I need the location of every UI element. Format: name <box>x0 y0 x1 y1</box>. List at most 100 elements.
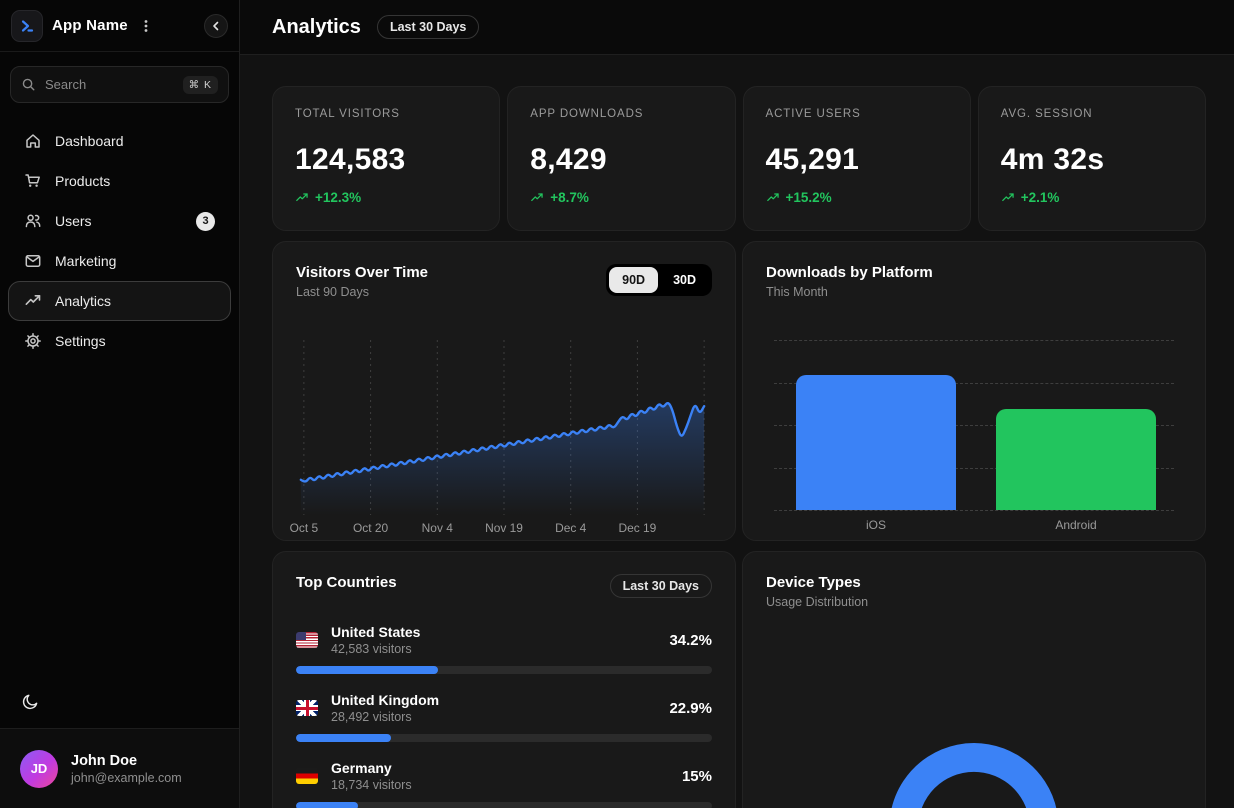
moon-icon <box>22 694 38 710</box>
sidebar-item-label: Dashboard <box>55 133 124 149</box>
svg-text:Dec 4: Dec 4 <box>555 521 587 535</box>
countries-list: United States 42,583 visitors 34.2% United … <box>273 598 735 808</box>
chart-title: Device Types <box>766 574 861 591</box>
device-types-card: Device Types Usage Distribution <box>742 551 1206 808</box>
sidebar-item-label: Marketing <box>55 253 117 269</box>
chart-title: Top Countries <box>296 574 397 591</box>
stat-card: TOTAL VISITORS 124,583 +12.3% <box>272 86 501 231</box>
gridline <box>774 467 1174 469</box>
progress-fill <box>296 734 392 742</box>
progress-track <box>296 666 712 674</box>
us-flag-icon <box>296 632 318 648</box>
search-box[interactable]: ⌘ K <box>10 66 229 103</box>
chart-subtitle: This Month <box>766 285 828 299</box>
stat-label: AVG. SESSION <box>1000 108 1093 120</box>
visitors-line-chart: Oct 5 Oct 20 Nov 4 Nov 19 Dec 4 Dec 19 <box>290 340 706 535</box>
sidebar-item-marketing[interactable]: Marketing <box>8 241 231 281</box>
uk-flag-icon <box>296 700 318 716</box>
country-row: United Kingdom 28,492 visitors 22.9% <box>296 692 712 742</box>
user-profile[interactable]: JD John Doe john@example.com <box>0 728 239 808</box>
visitors-chart-card: Visitors Over Time Last 90 Days 90D 30D O… <box>272 241 736 541</box>
progress-track <box>296 734 712 742</box>
sidebar-item-products[interactable]: Products <box>8 161 231 201</box>
search-input[interactable] <box>45 77 174 92</box>
sidebar-collapse-button[interactable] <box>204 13 228 38</box>
stat-value: 8,429 <box>530 143 607 176</box>
avatar: JD <box>20 749 58 788</box>
progress-fill <box>296 666 439 674</box>
kebab-menu-icon[interactable] <box>137 16 155 36</box>
gridline <box>774 340 1174 341</box>
svg-text:Dec 19: Dec 19 <box>618 521 656 535</box>
sidebar-item-users[interactable]: Users 3 <box>8 201 231 241</box>
svg-text:Oct 20: Oct 20 <box>353 521 389 535</box>
user-name: John Doe <box>71 752 138 769</box>
bar-android <box>996 409 1156 510</box>
country-visitors: 42,583 visitors <box>331 642 412 656</box>
gridline <box>774 510 1174 511</box>
sidebar-nav: Dashboard Products Users 3 Marketing Analytic… <box>0 121 239 361</box>
stat-trend: +2.1% <box>1001 190 1183 205</box>
terminal-prompt-icon <box>21 19 34 32</box>
range-option-90d[interactable]: 90D <box>609 267 659 293</box>
sidebar: App Name ⌘ K Dashboard Products Users 3 Mark… <box>0 0 240 808</box>
sidebar-item-label: Settings <box>55 333 106 349</box>
country-name: United Kingdom <box>331 692 440 708</box>
user-email: john@example.com <box>71 770 182 785</box>
sidebar-item-dashboard[interactable]: Dashboard <box>8 121 231 161</box>
stat-trend: +15.2% <box>766 190 948 205</box>
trending-up-icon <box>296 192 308 201</box>
countries-range-badge[interactable]: Last 30 Days <box>609 574 712 598</box>
trending-up-icon <box>25 295 41 305</box>
sidebar-item-settings[interactable]: Settings <box>8 321 231 361</box>
stat-trend: +8.7% <box>530 190 712 205</box>
main-area: Analytics Last 30 Days TOTAL VISITORS 124… <box>240 0 1234 808</box>
gear-icon <box>25 333 41 349</box>
search-icon <box>21 77 36 92</box>
country-row: Germany 18,734 visitors 15% <box>296 760 712 808</box>
stat-value: 4m 32s <box>1000 143 1105 176</box>
progress-track <box>296 802 712 808</box>
donut-segment <box>889 743 1059 808</box>
device-types-donut-chart <box>889 743 1059 808</box>
stat-value: 45,291 <box>765 143 860 176</box>
trending-up-icon <box>1001 192 1014 201</box>
range-option-30d[interactable]: 30D <box>673 273 696 287</box>
stat-card: APP DOWNLOADS 8,429 +8.7% <box>507 86 736 231</box>
users-icon <box>25 214 41 228</box>
stat-cards-row: TOTAL VISITORS 124,583 +12.3% APP DOWNLOADS… <box>272 86 1206 231</box>
date-range-badge[interactable]: Last 30 Days <box>376 15 480 39</box>
svg-text:Oct 5: Oct 5 <box>290 521 319 535</box>
sidebar-item-analytics[interactable]: Analytics <box>8 281 231 321</box>
content: TOTAL VISITORS 124,583 +12.3% APP DOWNLOADS… <box>240 55 1234 808</box>
page-title: Analytics <box>272 15 361 38</box>
progress-fill <box>296 802 359 808</box>
svg-text:Nov 19: Nov 19 <box>485 521 523 535</box>
sidebar-bottom <box>0 693 239 728</box>
gridline <box>774 382 1174 384</box>
range-toggle: 90D 30D <box>606 264 712 296</box>
country-row: United States 42,583 visitors 34.2% <box>296 624 712 674</box>
gridline <box>774 425 1174 426</box>
svg-text:Nov 4: Nov 4 <box>422 521 454 535</box>
country-percent: 22.9% <box>669 699 712 717</box>
theme-toggle-button[interactable] <box>22 693 39 710</box>
top-countries-card: Top Countries Last 30 Days United States… <box>272 551 736 808</box>
country-visitors: 18,734 visitors <box>331 778 412 792</box>
chart-subtitle: Usage Distribution <box>766 595 869 609</box>
home-icon <box>26 134 40 148</box>
stat-value: 124,583 <box>295 143 406 176</box>
chart-title: Downloads by Platform <box>766 264 933 281</box>
sidebar-item-label: Products <box>55 173 111 189</box>
downloads-chart-card: Downloads by Platform This Month iOS Andr… <box>742 241 1206 541</box>
sidebar-item-label: Users <box>55 213 92 229</box>
trending-up-icon <box>766 192 779 201</box>
downloads-bar-chart: iOS Android <box>743 310 1205 540</box>
stat-label: TOTAL VISITORS <box>295 108 400 120</box>
mail-icon <box>25 255 41 267</box>
country-name: United States <box>331 624 421 640</box>
app-logo[interactable] <box>11 9 43 42</box>
sidebar-item-label: Analytics <box>55 293 112 309</box>
country-percent: 34.2% <box>669 631 712 649</box>
